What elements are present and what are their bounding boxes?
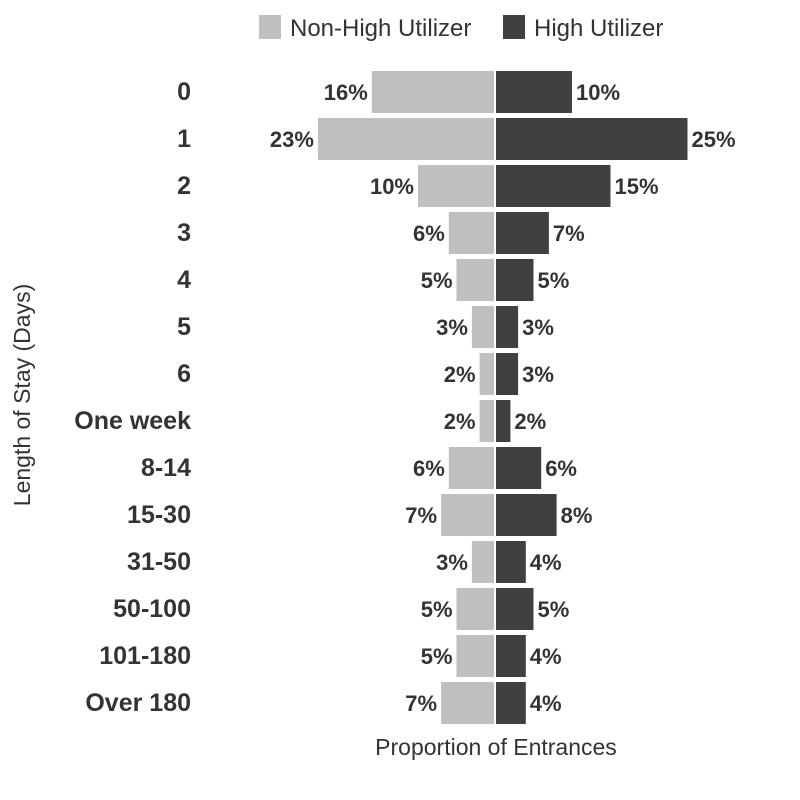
- bar-non-high-utilizer: [418, 165, 495, 207]
- data-label-high-utilizer: 15%: [615, 174, 659, 199]
- bar-non-high-utilizer: [471, 541, 495, 583]
- bar-high-utilizer: [495, 212, 549, 254]
- bar-non-high-utilizer: [441, 682, 495, 724]
- category-label: One week: [74, 407, 191, 435]
- bar-high-utilizer: [495, 635, 526, 677]
- data-label-non-high-utilizer: 3%: [436, 315, 468, 340]
- category-label: Over 180: [85, 689, 191, 717]
- y-axis-title: Length of Stay (Days): [9, 284, 35, 506]
- category-label: 6: [177, 360, 191, 388]
- bar-non-high-utilizer: [456, 635, 495, 677]
- category-label: 4: [177, 266, 191, 294]
- data-label-non-high-utilizer: 3%: [436, 550, 468, 575]
- bar-non-high-utilizer: [448, 212, 495, 254]
- category-label: 31-50: [127, 548, 191, 576]
- category-label: 3: [177, 219, 191, 247]
- data-label-high-utilizer: 3%: [522, 315, 554, 340]
- data-label-non-high-utilizer: 2%: [444, 362, 476, 387]
- data-label-high-utilizer: 3%: [522, 362, 554, 387]
- bar-non-high-utilizer: [456, 588, 495, 630]
- bar-high-utilizer: [495, 400, 511, 442]
- bar-high-utilizer: [495, 447, 542, 489]
- bar-high-utilizer: [495, 353, 519, 395]
- data-label-high-utilizer: 8%: [561, 503, 593, 528]
- bar-high-utilizer: [495, 541, 526, 583]
- data-label-high-utilizer: 5%: [538, 597, 570, 622]
- x-axis-title: Proportion of Entrances: [375, 734, 617, 760]
- plot-area: 0 16% 10% 1 23% 25% 2 10% 15% 3 6% 7% 4 5% 5% 5 3% 3% 6 2% 3…: [74, 71, 736, 724]
- category-label: 0: [177, 78, 191, 106]
- data-label-high-utilizer: 4%: [530, 550, 562, 575]
- data-label-non-high-utilizer: 16%: [324, 80, 368, 105]
- data-label-high-utilizer: 4%: [530, 644, 562, 669]
- legend-label: Non-High Utilizer: [290, 15, 471, 42]
- category-label: 2: [177, 172, 191, 200]
- bar-non-high-utilizer: [456, 259, 495, 301]
- bar-high-utilizer: [495, 588, 534, 630]
- legend-label: High Utilizer: [534, 15, 663, 42]
- data-label-non-high-utilizer: 5%: [421, 644, 453, 669]
- bar-high-utilizer: [495, 682, 526, 724]
- data-label-non-high-utilizer: 7%: [405, 503, 437, 528]
- bar-non-high-utilizer: [317, 118, 495, 160]
- legend-swatch: [503, 15, 525, 39]
- bar-non-high-utilizer: [441, 494, 495, 536]
- data-label-non-high-utilizer: 10%: [370, 174, 414, 199]
- bar-high-utilizer: [495, 259, 534, 301]
- data-label-non-high-utilizer: 6%: [413, 456, 445, 481]
- category-label: 5: [177, 313, 191, 341]
- data-label-non-high-utilizer: 6%: [413, 221, 445, 246]
- data-label-high-utilizer: 4%: [530, 691, 562, 716]
- data-label-high-utilizer: 6%: [545, 456, 577, 481]
- data-label-non-high-utilizer: 5%: [421, 268, 453, 293]
- bar-non-high-utilizer: [371, 71, 495, 113]
- data-label-high-utilizer: 25%: [692, 127, 736, 152]
- category-label: 1: [177, 125, 191, 153]
- bar-high-utilizer: [495, 118, 688, 160]
- data-label-high-utilizer: 5%: [538, 268, 570, 293]
- data-label-high-utilizer: 7%: [553, 221, 585, 246]
- data-label-high-utilizer: 2%: [514, 409, 546, 434]
- legend: Non-High Utilizer High Utilizer: [259, 15, 663, 42]
- data-label-high-utilizer: 10%: [576, 80, 620, 105]
- bar-high-utilizer: [495, 165, 611, 207]
- category-label: 8-14: [141, 454, 191, 482]
- category-label: 101-180: [99, 642, 191, 670]
- data-label-non-high-utilizer: 7%: [405, 691, 437, 716]
- data-label-non-high-utilizer: 23%: [270, 127, 314, 152]
- data-label-non-high-utilizer: 2%: [444, 409, 476, 434]
- bar-non-high-utilizer: [479, 353, 495, 395]
- category-label: 15-30: [127, 501, 191, 529]
- bar-high-utilizer: [495, 494, 557, 536]
- bar-high-utilizer: [495, 71, 572, 113]
- legend-swatch: [259, 15, 281, 39]
- bar-non-high-utilizer: [471, 306, 495, 348]
- bar-high-utilizer: [495, 306, 519, 348]
- bar-non-high-utilizer: [479, 400, 495, 442]
- data-label-non-high-utilizer: 5%: [421, 597, 453, 622]
- category-label: 50-100: [113, 595, 191, 623]
- bar-non-high-utilizer: [448, 447, 495, 489]
